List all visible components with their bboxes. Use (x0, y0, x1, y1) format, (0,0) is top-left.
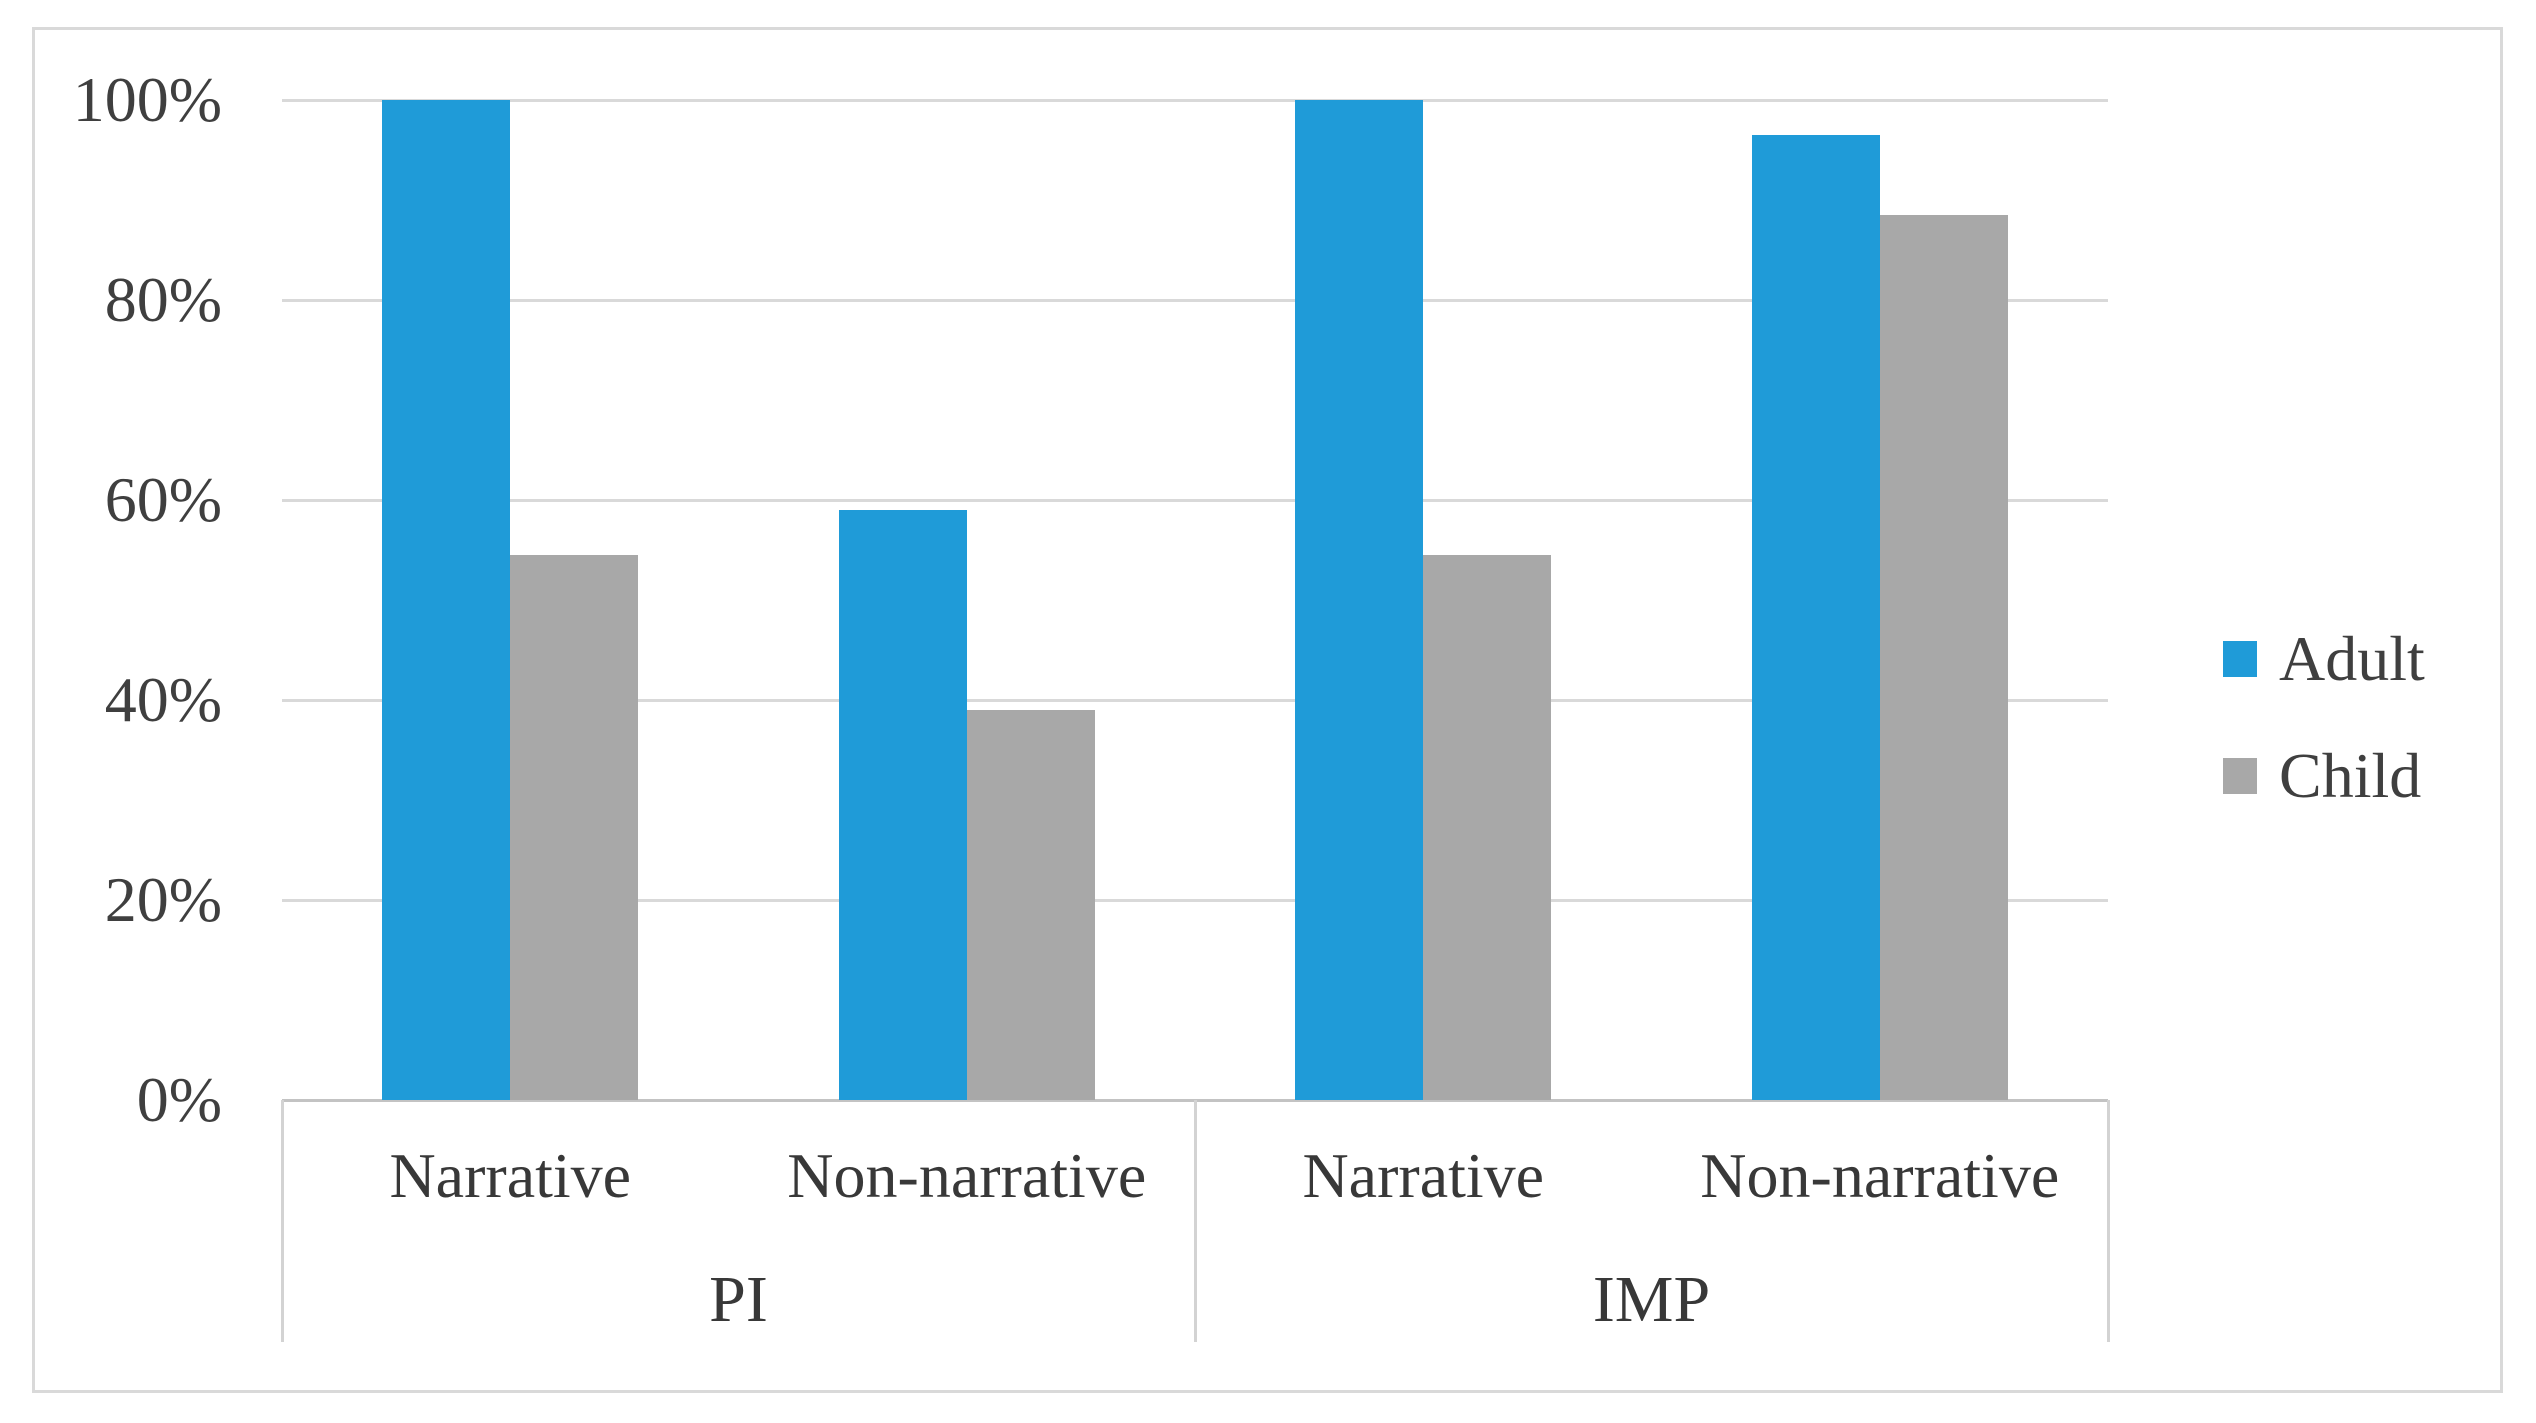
legend-item: Child (2223, 744, 2421, 808)
gridline (282, 899, 2108, 902)
legend-color-swatch-icon (2223, 641, 2257, 677)
bar-child (1423, 555, 1552, 1100)
category-divider (281, 1100, 284, 1342)
bar-adult (1295, 100, 1424, 1100)
y-axis-tick-label: 40% (104, 664, 222, 735)
axis-group-label: PI (709, 1263, 768, 1336)
axis-group-label: IMP (1592, 1263, 1711, 1336)
bar-adult (382, 100, 511, 1100)
gridline (282, 499, 2108, 502)
figure-border (32, 27, 2503, 1393)
category-label: Non-narrative (1700, 1140, 2060, 1211)
bar-adult (1751, 135, 1880, 1100)
category-divider (1194, 1100, 1197, 1342)
legend-item: Adult (2223, 627, 2425, 691)
legend-color-swatch-icon (2223, 758, 2257, 794)
bar-child (1879, 215, 2008, 1100)
bar-child (966, 710, 1095, 1100)
y-axis-tick-label: 20% (104, 864, 222, 935)
bar-adult (838, 510, 967, 1100)
y-axis-tick-label: 60% (104, 464, 222, 535)
bar-child (510, 555, 639, 1100)
gridline (282, 99, 2108, 102)
y-axis-tick-label: 80% (104, 264, 222, 335)
y-axis-tick-label: 0% (136, 1064, 222, 1135)
gridline (282, 699, 2108, 702)
category-divider (2107, 1100, 2110, 1342)
category-label: Narrative (1302, 1140, 1545, 1211)
legend-item-label: Adult (2279, 623, 2425, 694)
y-axis-tick-label: 100% (72, 64, 222, 135)
category-label: Non-narrative (787, 1140, 1147, 1211)
gridline (282, 299, 2108, 302)
category-label: Narrative (389, 1140, 632, 1211)
legend-item-label: Child (2279, 740, 2422, 811)
